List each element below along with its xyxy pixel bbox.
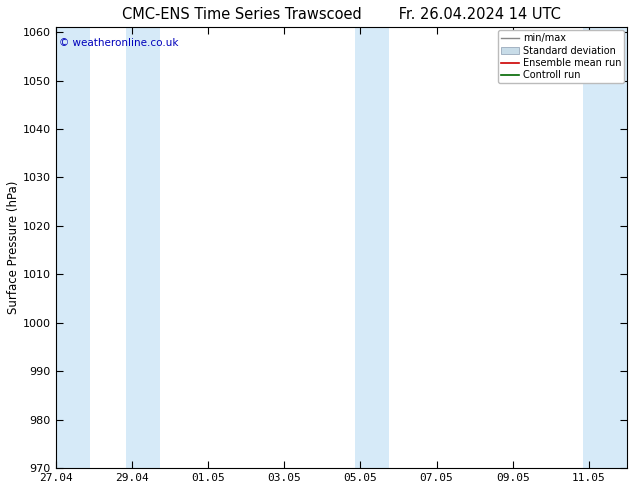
Bar xyxy=(56,27,90,468)
Title: CMC-ENS Time Series Trawscoed        Fr. 26.04.2024 14 UTC: CMC-ENS Time Series Trawscoed Fr. 26.04.… xyxy=(122,7,561,22)
Text: © weatheronline.co.uk: © weatheronline.co.uk xyxy=(58,38,178,49)
Legend: min/max, Standard deviation, Ensemble mean run, Controll run: min/max, Standard deviation, Ensemble me… xyxy=(498,30,624,83)
Bar xyxy=(126,27,160,468)
Y-axis label: Surface Pressure (hPa): Surface Pressure (hPa) xyxy=(7,181,20,315)
Bar xyxy=(583,27,627,468)
Bar xyxy=(354,27,389,468)
